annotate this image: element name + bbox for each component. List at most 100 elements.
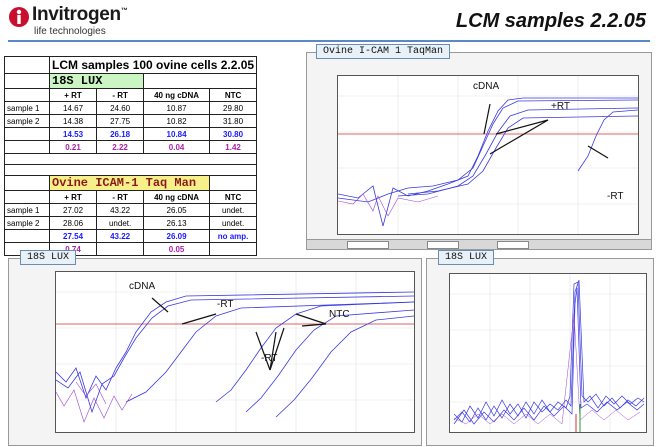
average-row: 27.54 43.22 26.09 no amp. — [4, 229, 258, 243]
minus-rt-curve — [125, 301, 415, 403]
noise-traces — [337, 193, 439, 217]
blank-cell — [4, 140, 50, 154]
results-table: LCM samples 100 ovine cells 2.2.05 18S L… — [3, 56, 258, 256]
icam-section-label: Ovine ICAM-1 Taq Man — [48, 175, 211, 191]
row-label: sample 1 — [4, 101, 50, 115]
icam-plot-svg — [337, 76, 639, 234]
col-header: + RT — [48, 88, 98, 102]
lux-plot-svg — [55, 272, 415, 432]
status-field[interactable] — [427, 241, 459, 249]
avg-cell: 26.09 — [143, 229, 211, 243]
avg-cell: 26.18 — [96, 127, 145, 141]
cdna-curve — [55, 295, 415, 414]
blank-cell — [4, 190, 50, 204]
table-row: sample 1 14.67 24.60 10.87 29.80 — [4, 101, 258, 115]
table-cell: undet. — [96, 216, 145, 230]
invitrogen-logo-icon — [9, 7, 29, 27]
blank-cell — [209, 175, 258, 191]
melt-plot-area[interactable] — [449, 273, 647, 433]
minus-rt-annotation: -RT — [607, 191, 624, 202]
avg-cell: 14.53 — [48, 127, 98, 141]
ntc-curve — [275, 315, 415, 418]
ntc-annotation: NTC — [329, 309, 350, 320]
sd-cell — [209, 242, 258, 256]
table-cell: 31.80 — [209, 114, 258, 128]
melt-curves — [453, 279, 645, 425]
status-field[interactable] — [347, 241, 389, 249]
status-field[interactable] — [497, 241, 529, 249]
table-cell: undet. — [209, 216, 258, 230]
noise-traces — [55, 381, 133, 423]
spacer-row — [3, 164, 258, 176]
sd-cell: 0.05 — [143, 242, 211, 256]
table-cell: 29.80 — [209, 101, 258, 115]
lux-amplification-panel[interactable]: cDNA -RT NTC -RT — [8, 258, 422, 446]
lux-amplification-tab: 18S LUX — [20, 250, 77, 265]
blank-cell — [4, 88, 50, 102]
minus-rt-curve — [577, 109, 639, 172]
table-cell: 14.38 — [48, 114, 98, 128]
sd-cell — [96, 242, 145, 256]
col-header: NTC — [209, 190, 258, 204]
minus-rt-annotation: -RT — [217, 299, 234, 310]
lux-section-label: 18S LUX — [48, 73, 145, 89]
lux-melt-tab: 18S LUX — [438, 250, 495, 265]
col-header: 40 ng cDNA — [143, 88, 211, 102]
lux-melt-panel[interactable] — [426, 258, 654, 446]
cdna-curve — [337, 97, 638, 227]
sd-cell: 0.21 — [48, 140, 98, 154]
sd-cell: 0.04 — [143, 140, 211, 154]
blank-cell — [4, 175, 50, 191]
cdna-annotation: cDNA — [473, 81, 500, 92]
blank-cell — [4, 127, 50, 141]
table-cell: 28.06 — [48, 216, 98, 230]
table-row: sample 2 28.06 undet. 26.13 undet. — [4, 216, 258, 230]
blank-cell — [4, 229, 50, 243]
row-label: sample 2 — [4, 216, 50, 230]
table-row: sample 2 14.38 27.75 10.82 31.80 — [4, 114, 258, 128]
table-cell: 26.13 — [143, 216, 211, 230]
ntc-curve — [245, 309, 415, 413]
invitrogen-logo: Invitrogen™ life technologies — [8, 3, 168, 37]
col-header: - RT — [96, 190, 145, 204]
slide-title: LCM samples 2.2.05 — [455, 10, 646, 32]
icam-plot-area[interactable] — [337, 75, 639, 235]
avg-cell: 27.54 — [48, 229, 98, 243]
sd-cell: 1.42 — [209, 140, 258, 154]
table-cell: 14.67 — [48, 101, 98, 115]
melt-noise — [453, 313, 641, 425]
row-label: sample 2 — [4, 114, 50, 128]
icam-amplification-panel[interactable]: cDNA +RT -RT — [306, 52, 652, 250]
table-cell: 26.05 — [143, 203, 211, 217]
melt-plot-svg — [450, 274, 646, 432]
header-rule — [8, 40, 650, 42]
table-cell: 24.60 — [96, 101, 145, 115]
table-header: LCM samples 100 ovine cells 2.2.05 — [48, 56, 258, 74]
table-cell: 27.02 — [48, 203, 98, 217]
table-cell: 27.75 — [96, 114, 145, 128]
minus-rt-curve — [215, 301, 415, 403]
avg-cell: 30.80 — [209, 127, 258, 141]
avg-cell: no amp. — [209, 229, 258, 243]
table-row: sample 1 27.02 43.22 26.05 undet. — [4, 203, 258, 217]
row-label: sample 1 — [4, 203, 50, 217]
table-corner — [4, 56, 50, 74]
icam-status-bar — [307, 239, 651, 249]
average-row: 14.53 26.18 10.84 30.80 — [4, 127, 258, 141]
minus-rt-annotation-2: -RT — [261, 353, 278, 364]
avg-cell: 43.22 — [96, 229, 145, 243]
table-cell: 10.87 — [143, 101, 211, 115]
lux-plot-area[interactable] — [55, 271, 415, 433]
brand-tagline: life technologies — [34, 26, 106, 37]
table-cell: 10.82 — [143, 114, 211, 128]
sd-row: 0.21 2.22 0.04 1.42 — [4, 140, 258, 154]
col-header: 40 ng cDNA — [143, 190, 211, 204]
cdna-curve — [337, 99, 639, 203]
plus-rt-curve — [407, 115, 639, 195]
table-cell: undet. — [209, 203, 258, 217]
spacer-row — [3, 153, 258, 165]
plus-rt-annotation: +RT — [551, 101, 570, 112]
cdna-annotation: cDNA — [129, 281, 156, 292]
avg-cell: 10.84 — [143, 127, 211, 141]
results-tables: LCM samples 100 ovine cells 2.2.05 18S L… — [3, 56, 304, 256]
